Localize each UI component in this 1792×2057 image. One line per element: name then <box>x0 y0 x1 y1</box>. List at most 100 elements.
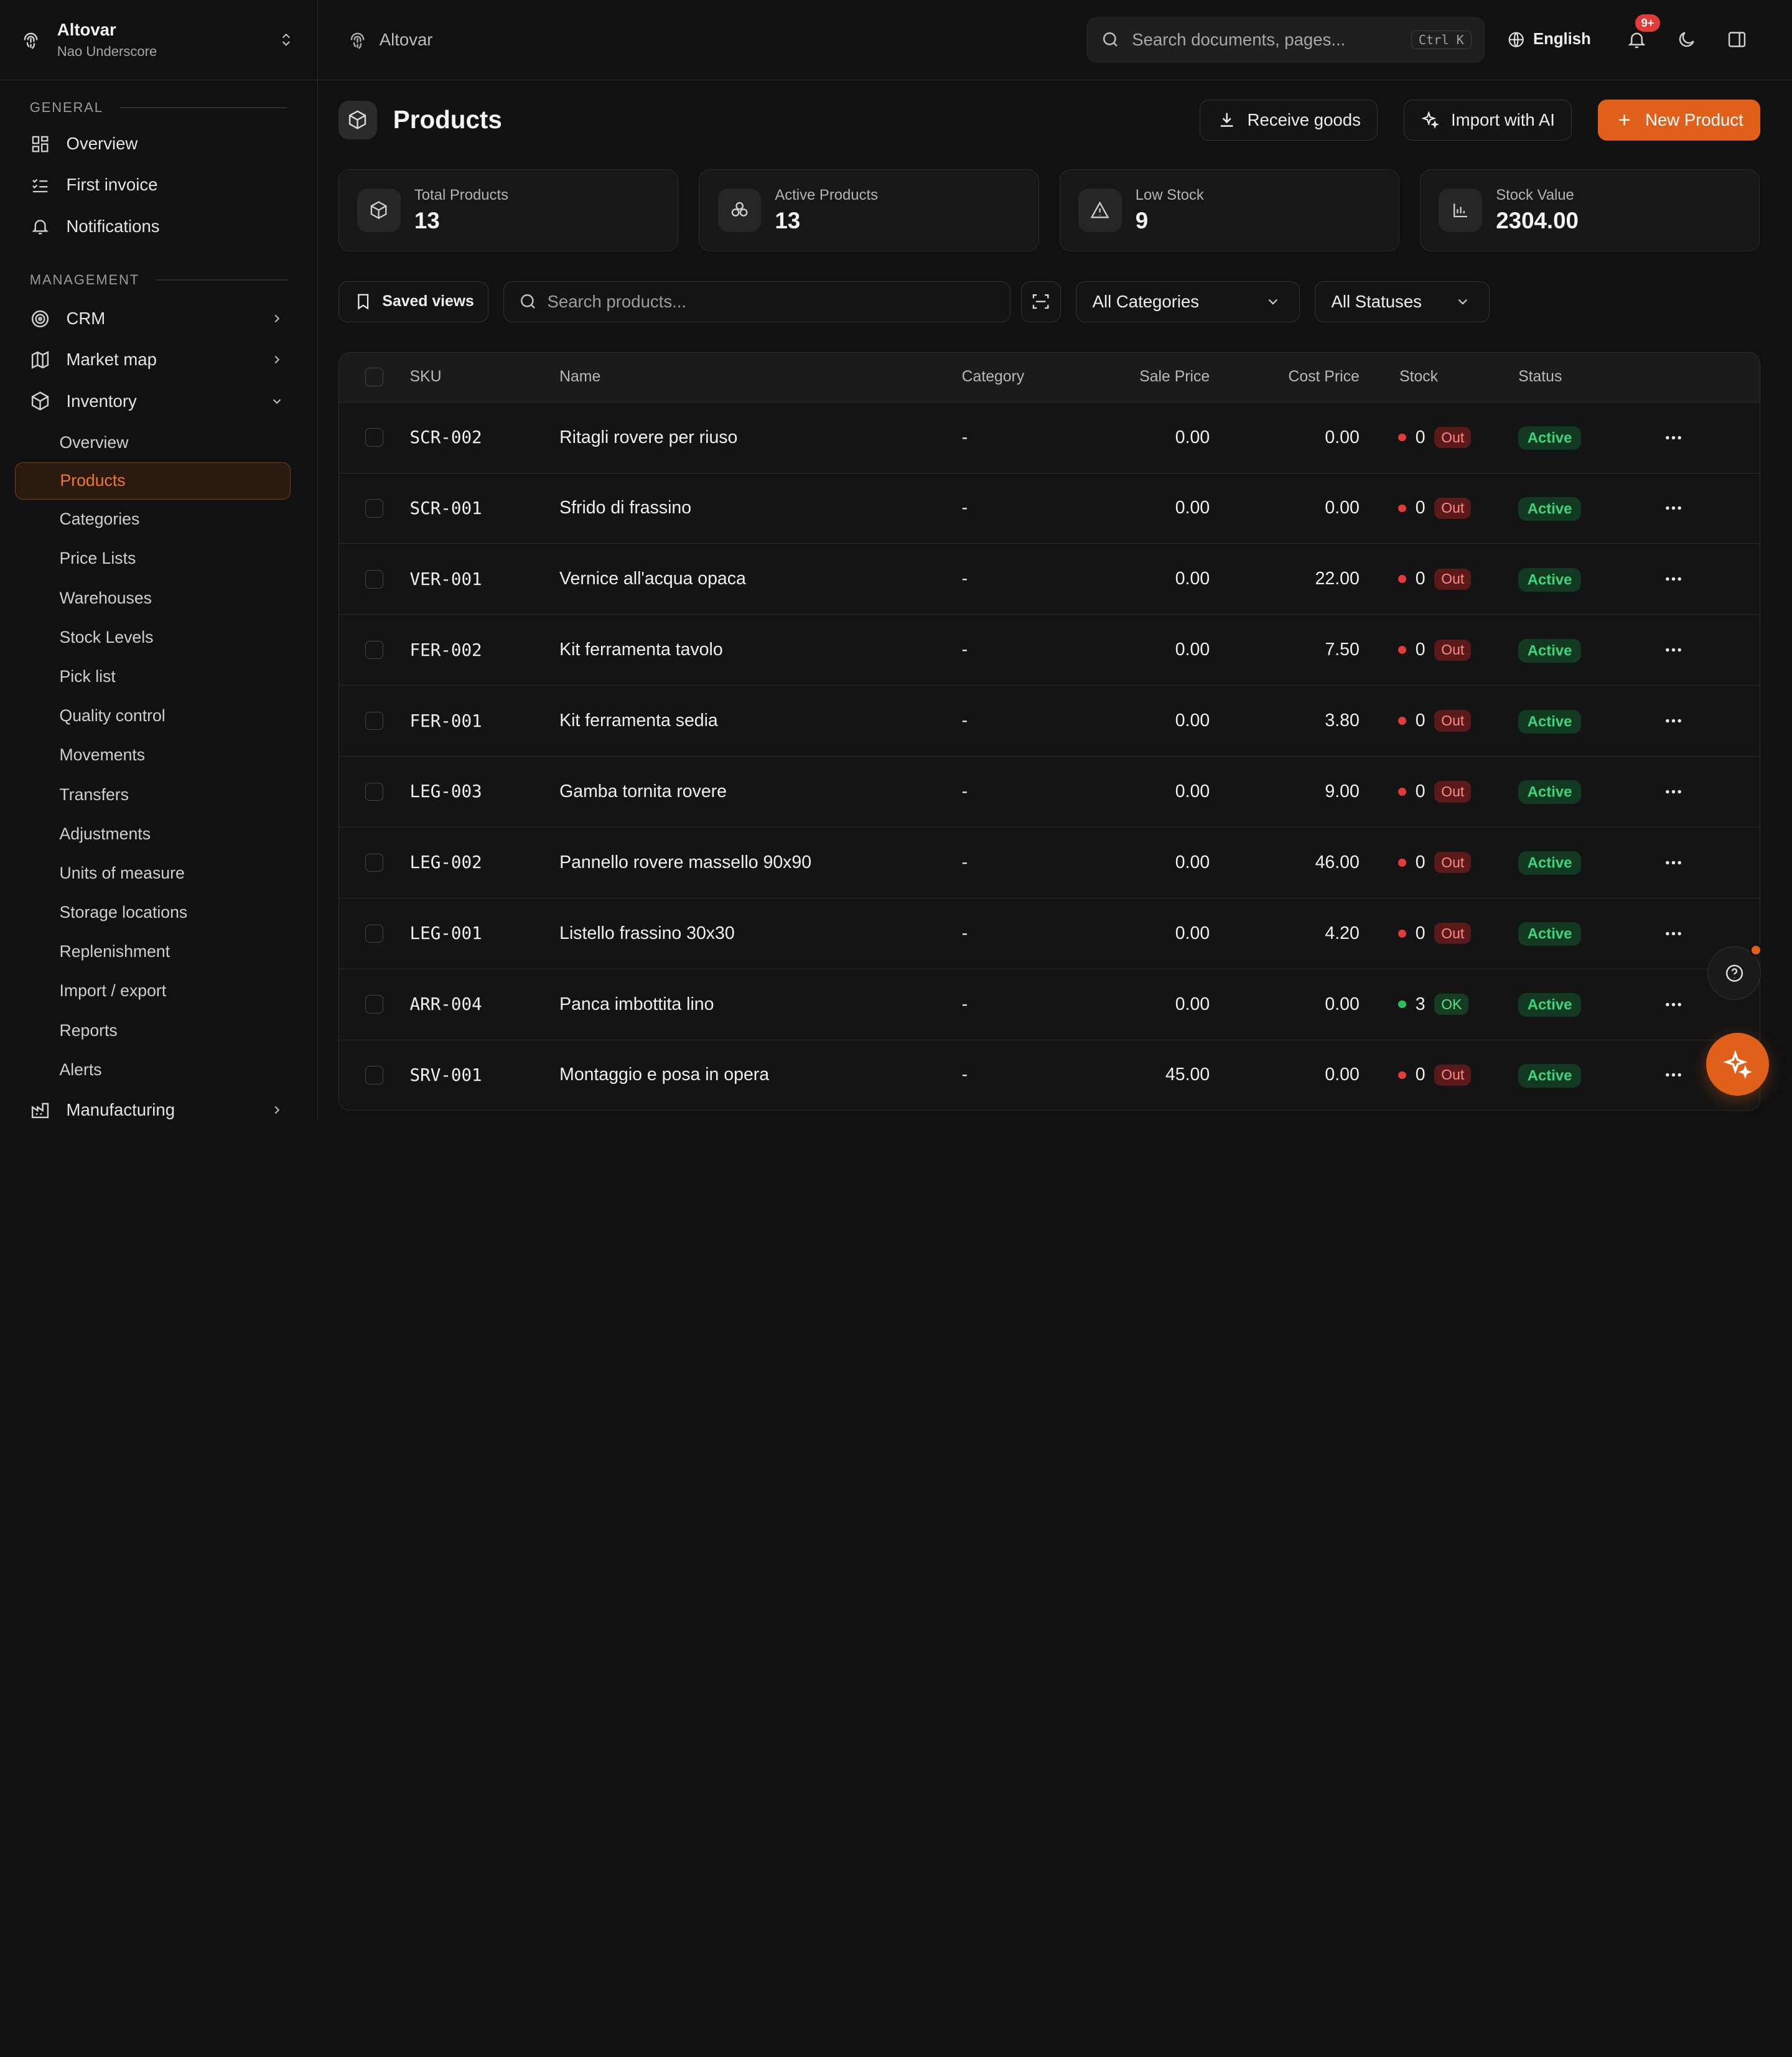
cell-name[interactable]: Vernice all'acqua opaca <box>559 569 746 589</box>
sidebar-subitem-import-export[interactable]: Import / export <box>59 981 167 1001</box>
table-row[interactable]: SCR-001 Sfrido di frassino - 0.00 0.00 0 Out Ac… <box>338 472 1760 544</box>
sidebar-subitem-pick-list[interactable]: Pick list <box>59 666 116 686</box>
table-row[interactable]: SRV-001 Montaggio e posa in opera - 45.00 0.… <box>338 1039 1760 1111</box>
sidebar-subitem-reports[interactable]: Reports <box>59 1020 118 1040</box>
row-checkbox[interactable] <box>365 428 384 447</box>
cell-category: - <box>961 781 968 801</box>
more-horizontal-icon[interactable] <box>1663 569 1684 589</box>
stock-status-dot <box>1398 788 1407 796</box>
panel-toggle-button[interactable] <box>1722 25 1752 55</box>
more-horizontal-icon[interactable] <box>1663 498 1684 518</box>
cell-name[interactable]: Gamba tornita rovere <box>559 781 727 801</box>
more-horizontal-icon[interactable] <box>1663 640 1684 660</box>
cell-name[interactable]: Kit ferramenta tavolo <box>559 640 723 660</box>
sidebar-item-label: First invoice <box>66 175 158 195</box>
box-icon <box>357 189 401 232</box>
table-row[interactable]: SCR-002 Ritagli rovere per riuso - 0.00 0.00… <box>338 401 1760 473</box>
sidebar-subitem-stock-levels[interactable]: Stock Levels <box>59 627 154 646</box>
sparkles-icon <box>1723 1050 1753 1080</box>
cell-stock: 0 <box>1415 1065 1426 1085</box>
table-row[interactable]: LEG-001 Listello frassino 30x30 - 0.00 4.20 0… <box>338 897 1760 969</box>
row-checkbox[interactable] <box>365 711 384 730</box>
column-header-cost-price[interactable]: Cost Price <box>1288 368 1360 386</box>
sidebar-subitem-replenishment[interactable]: Replenishment <box>59 942 170 961</box>
product-search-input[interactable]: Search products... <box>503 281 1011 322</box>
table-row[interactable]: LEG-003 Gamba tornita rovere - 0.00 9.00 0 Out… <box>338 756 1760 827</box>
sidebar-item-inventory[interactable]: Inventory <box>0 381 317 422</box>
more-horizontal-icon[interactable] <box>1663 1065 1684 1085</box>
cell-name[interactable]: Ritagli rovere per riuso <box>559 427 738 447</box>
more-horizontal-icon[interactable] <box>1663 923 1684 944</box>
row-checkbox[interactable] <box>365 641 384 660</box>
ai-assistant-button[interactable] <box>1706 1033 1770 1096</box>
download-icon <box>1216 110 1237 130</box>
column-header-name[interactable]: Name <box>559 368 601 386</box>
sidebar-subitem-overview[interactable]: Overview <box>59 432 129 452</box>
sidebar-item-manufacturing[interactable]: Manufacturing <box>0 1089 317 1120</box>
table-row[interactable]: FER-001 Kit ferramenta sedia - 0.00 3.80 0 Out… <box>338 685 1760 756</box>
global-search[interactable]: Search documents, pages... Ctrl K <box>1086 17 1485 63</box>
row-checkbox[interactable] <box>365 995 384 1014</box>
new-product-button[interactable]: New Product <box>1597 99 1760 141</box>
box-icon <box>30 391 50 411</box>
bell-icon <box>30 216 50 236</box>
receive-goods-button[interactable]: Receive goods <box>1200 99 1378 141</box>
more-horizontal-icon[interactable] <box>1663 781 1684 802</box>
table-row[interactable]: VER-001 Vernice all'acqua opaca - 0.00 22.00… <box>338 543 1760 614</box>
saved-views-button[interactable]: Saved views <box>338 281 488 322</box>
cell-name[interactable]: Pannello rovere massello 90x90 <box>559 852 812 872</box>
sidebar-subitem-units-of-measure[interactable]: Units of measure <box>59 863 185 882</box>
cell-cost-price: 46.00 <box>1315 852 1360 872</box>
more-horizontal-icon[interactable] <box>1663 852 1684 873</box>
table-row[interactable]: FER-002 Kit ferramenta tavolo - 0.00 7.50 0 Ou… <box>338 614 1760 685</box>
sidebar-subitem-alerts[interactable]: Alerts <box>59 1060 102 1079</box>
sidebar-subitem-transfers[interactable]: Transfers <box>59 785 129 804</box>
sidebar-subitem-quality-control[interactable]: Quality control <box>59 706 166 725</box>
cell-name[interactable]: Panca imbottita lino <box>559 994 714 1014</box>
cell-sale-price: 45.00 <box>1165 1065 1210 1085</box>
sidebar-subitem-products[interactable]: Products <box>14 462 291 500</box>
table-row[interactable]: ARR-004 Panca imbottita lino - 0.00 0.00 3 OK A… <box>338 968 1760 1040</box>
help-notification-dot <box>1749 944 1763 957</box>
more-horizontal-icon[interactable] <box>1663 711 1684 731</box>
sidebar-subitem-storage-locations[interactable]: Storage locations <box>59 903 188 922</box>
category-filter-select[interactable]: All Categories <box>1075 281 1300 322</box>
select-all-checkbox[interactable] <box>365 368 384 386</box>
sidebar-item-overview[interactable]: Overview <box>0 123 317 164</box>
cell-name[interactable]: Sfrido di frassino <box>559 498 692 518</box>
sidebar-subitem-warehouses[interactable]: Warehouses <box>59 588 152 607</box>
notifications-button[interactable]: 9+ <box>1622 14 1660 55</box>
column-header-stock[interactable]: Stock <box>1399 368 1439 386</box>
column-header-sale-price[interactable]: Sale Price <box>1139 368 1210 386</box>
breadcrumb-label[interactable]: Altovar <box>379 29 433 49</box>
more-horizontal-icon[interactable] <box>1663 427 1684 448</box>
sidebar-item-first-invoice[interactable]: First invoice <box>0 164 317 205</box>
cell-name[interactable]: Listello frassino 30x30 <box>559 923 735 943</box>
cell-name[interactable]: Montaggio e posa in opera <box>559 1065 770 1085</box>
table-row[interactable]: LEG-002 Pannello rovere massello 90x90 - 0.… <box>338 826 1760 898</box>
sidebar-item-notifications[interactable]: Notifications <box>0 206 317 247</box>
sidebar-subitem-movements[interactable]: Movements <box>59 745 146 765</box>
sidebar-subitem-categories[interactable]: Categories <box>59 510 140 529</box>
language-selector[interactable]: English <box>1506 29 1591 50</box>
barcode-scan-button[interactable] <box>1020 281 1062 322</box>
org-switcher[interactable]: Altovar Nao Underscore <box>0 0 317 80</box>
cell-name[interactable]: Kit ferramenta sedia <box>559 711 718 731</box>
column-header-sku[interactable]: SKU <box>409 368 442 386</box>
row-checkbox[interactable] <box>365 782 384 801</box>
column-header-status[interactable]: Status <box>1518 368 1562 386</box>
row-checkbox[interactable] <box>365 853 384 872</box>
sidebar-subitem-adjustments[interactable]: Adjustments <box>59 824 151 843</box>
sidebar-item-market-map[interactable]: Market map <box>0 339 317 380</box>
status-filter-select[interactable]: All Statuses <box>1314 281 1490 322</box>
sidebar-item-crm[interactable]: CRM <box>0 298 317 339</box>
more-horizontal-icon[interactable] <box>1663 994 1684 1015</box>
sidebar-subitem-price-lists[interactable]: Price Lists <box>59 549 136 568</box>
row-checkbox[interactable] <box>365 499 384 518</box>
column-header-category[interactable]: Category <box>961 368 1025 386</box>
row-checkbox[interactable] <box>365 1066 384 1084</box>
theme-toggle-button[interactable] <box>1672 25 1702 55</box>
row-checkbox[interactable] <box>365 924 384 943</box>
import-with-ai-button[interactable]: Import with AI <box>1403 99 1572 141</box>
row-checkbox[interactable] <box>365 570 384 589</box>
